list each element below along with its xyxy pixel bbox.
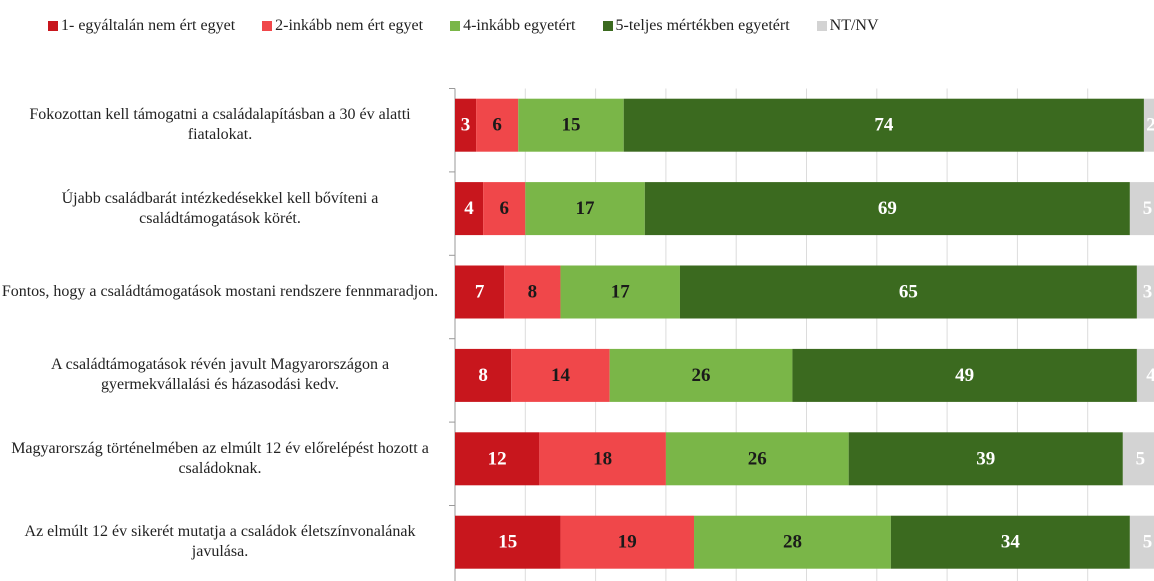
data-label: 69 bbox=[878, 198, 897, 219]
data-label: 39 bbox=[976, 448, 995, 469]
category-label: Újabb családbarát intézkedésekkel kell b… bbox=[0, 189, 440, 229]
data-label: 4 bbox=[1146, 365, 1154, 386]
data-label: 65 bbox=[899, 282, 918, 303]
data-label: 5 bbox=[1136, 448, 1146, 469]
data-label: 15 bbox=[498, 532, 517, 553]
data-label: 8 bbox=[478, 365, 488, 386]
data-label: 14 bbox=[551, 365, 571, 386]
data-label: 74 bbox=[874, 115, 894, 136]
data-label: 19 bbox=[618, 532, 637, 553]
category-label: Az elmúlt 12 év sikerét mutatja a család… bbox=[0, 522, 440, 562]
chart: 1- egyáltalán nem ért egyet2-inkább nem … bbox=[0, 0, 1154, 581]
category-label: Fokozottan kell támogatni a családalapít… bbox=[0, 105, 440, 145]
category-label: Fontos, hogy a családtámogatások mostani… bbox=[0, 282, 440, 302]
data-label: 6 bbox=[492, 115, 502, 136]
data-label: 18 bbox=[593, 448, 612, 469]
data-label: 6 bbox=[499, 198, 509, 219]
data-label: 3 bbox=[1143, 282, 1153, 303]
data-label: 5 bbox=[1143, 198, 1153, 219]
data-label: 17 bbox=[576, 198, 596, 219]
data-label: 5 bbox=[1143, 532, 1153, 553]
data-label: 34 bbox=[1001, 532, 1021, 553]
data-label: 28 bbox=[783, 532, 802, 553]
data-label: 4 bbox=[464, 198, 474, 219]
data-label: 26 bbox=[748, 448, 767, 469]
data-label: 8 bbox=[528, 282, 538, 303]
data-label: 7 bbox=[475, 282, 485, 303]
data-label: 12 bbox=[488, 448, 507, 469]
data-label: 15 bbox=[561, 115, 580, 136]
data-label: 26 bbox=[692, 365, 711, 386]
data-label: 49 bbox=[955, 365, 974, 386]
data-label: 3 bbox=[461, 115, 471, 136]
data-label: 2 bbox=[1146, 115, 1154, 136]
category-label: Magyarország történelmében az elmúlt 12 … bbox=[0, 439, 440, 479]
category-label: A családtámogatások révén javult Magyaro… bbox=[0, 355, 440, 395]
data-label: 17 bbox=[611, 282, 631, 303]
